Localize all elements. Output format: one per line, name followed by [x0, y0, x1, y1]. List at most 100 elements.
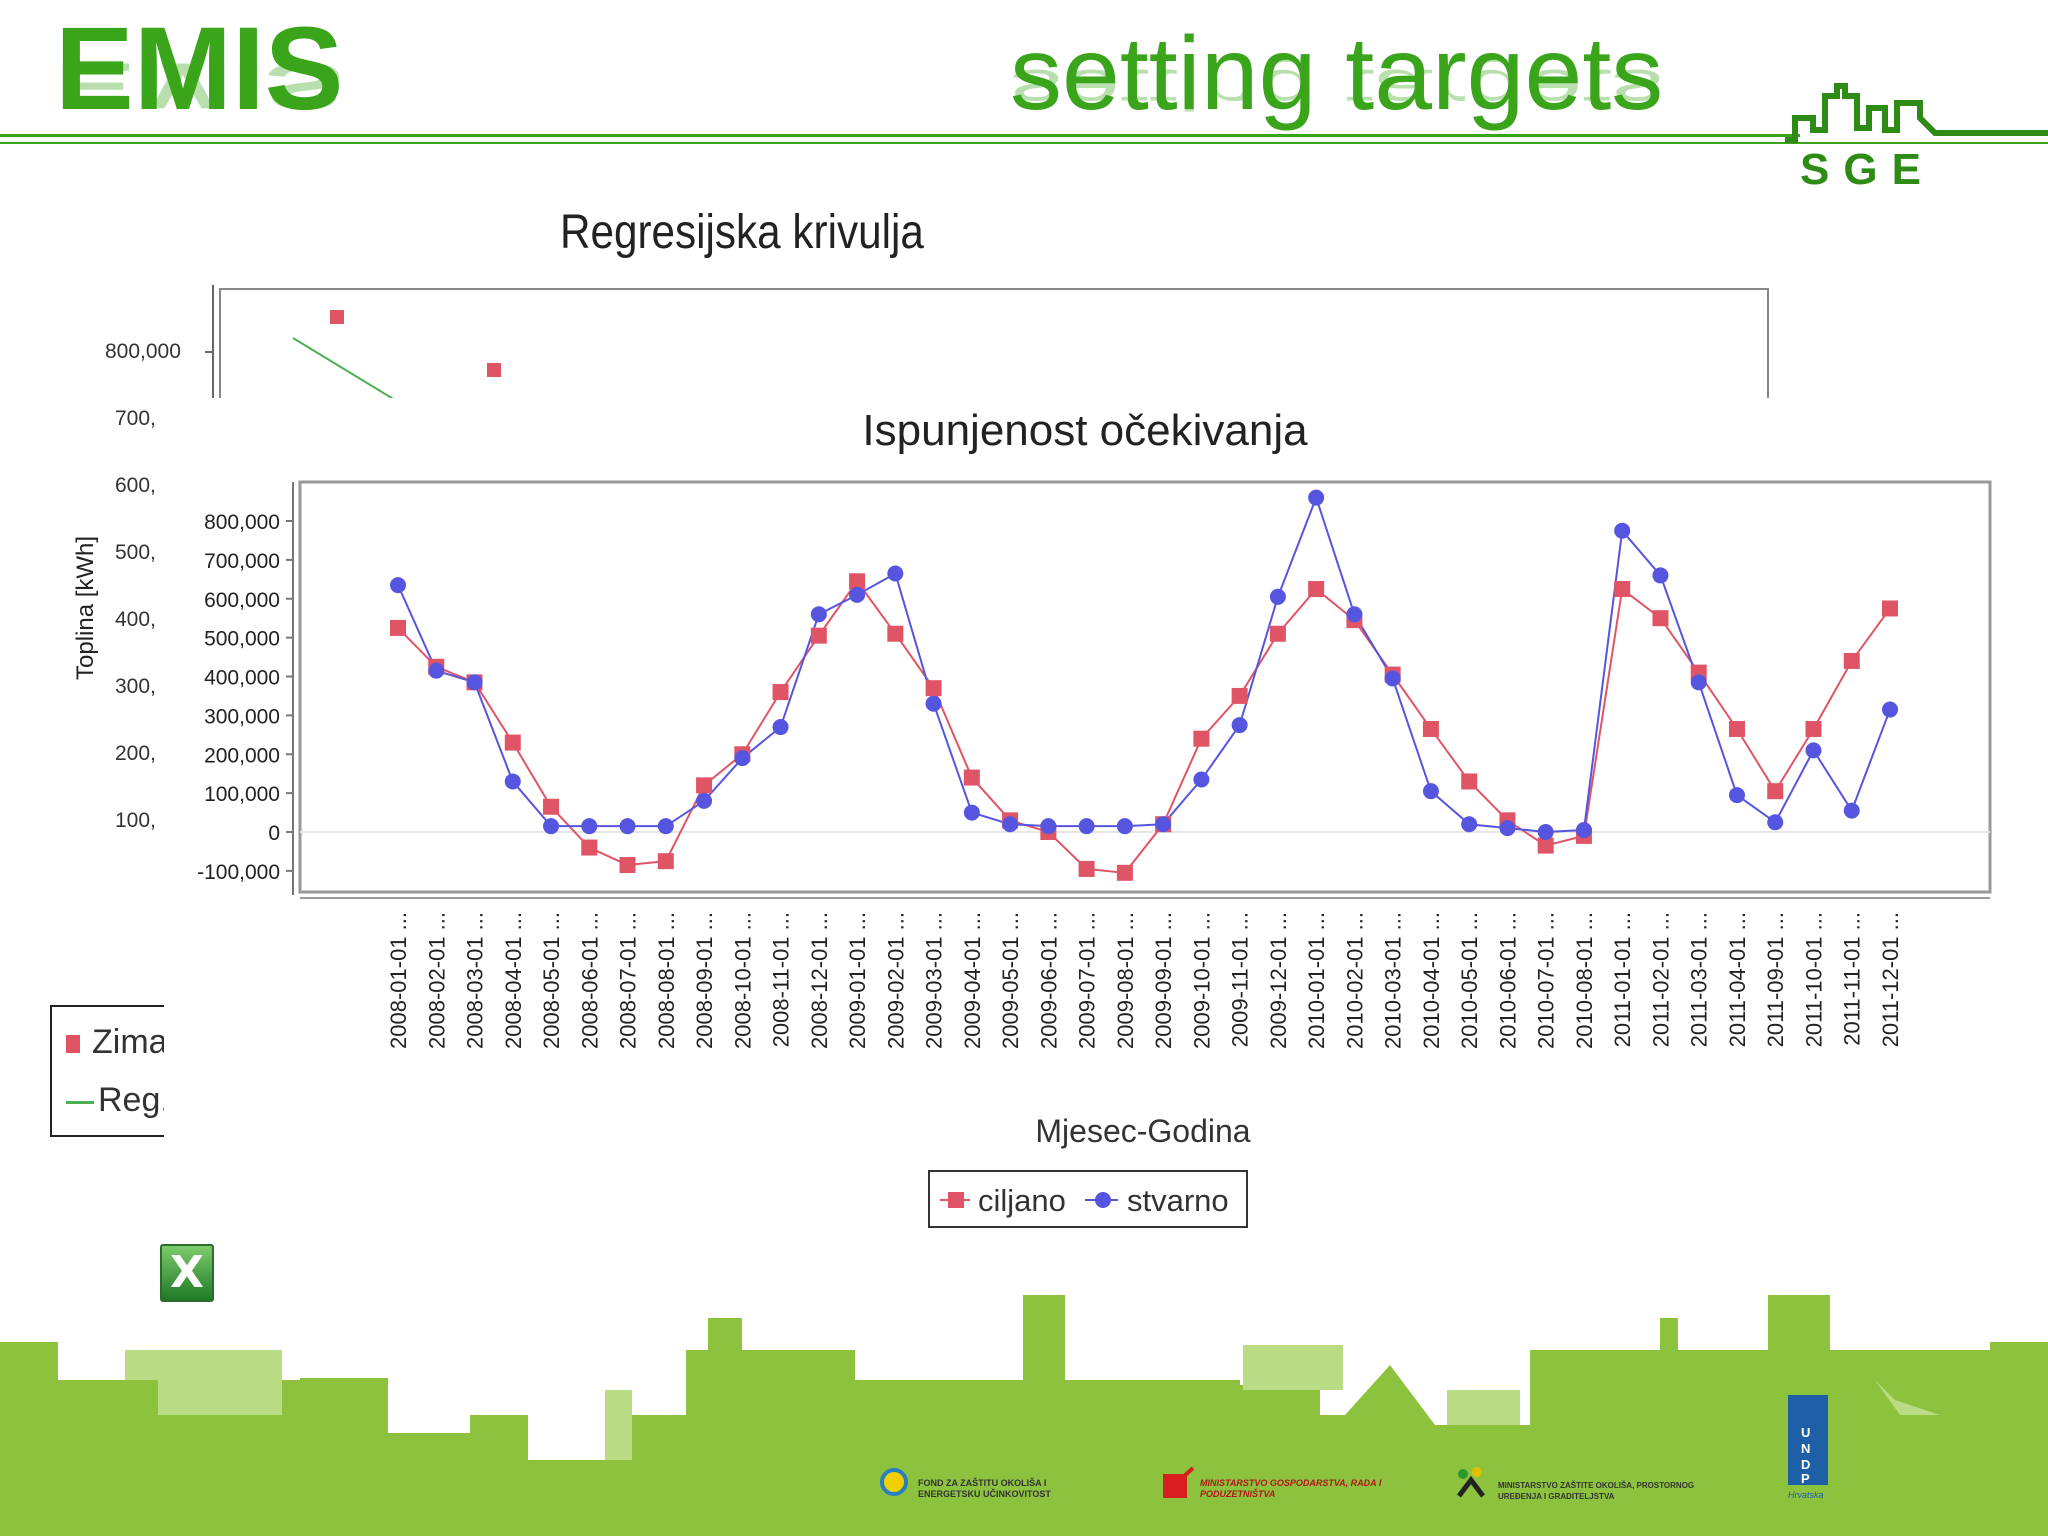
bg-ytick-800000: 800,000 — [105, 340, 181, 363]
x-tick-label: 2008-04-01 ... — [501, 912, 526, 1049]
zima-point — [330, 310, 344, 324]
slide-title: setting targets — [1010, 16, 1664, 132]
y-tick-label: 400,000 — [204, 667, 280, 690]
data-point-stvarno — [1499, 820, 1516, 837]
data-point-ciljano — [1728, 720, 1745, 737]
bg-ytick: 600, — [115, 474, 156, 497]
sponsor-ministry-economy-label: MINISTARSTVO GOSPODARSTVA, RADA I PODUZE… — [1200, 1478, 1382, 1499]
data-point-stvarno — [619, 818, 636, 835]
x-tick-label: 2010-03-01 ... — [1381, 912, 1406, 1049]
data-point-ciljano — [1882, 600, 1898, 617]
data-point-stvarno — [657, 818, 674, 835]
x-tick-label: 2011-02-01 ... — [1648, 912, 1673, 1047]
ministry-environment-logo-icon — [1457, 1467, 1485, 1498]
x-tick-label: 2011-03-01 ... — [1687, 912, 1712, 1047]
bg-ytick: 300, — [115, 675, 156, 698]
background-chart-frame — [205, 285, 1769, 400]
legend-label-stvarno: stvarno — [1127, 1183, 1229, 1218]
y-tick-label: 700,000 — [204, 550, 280, 573]
data-point-stvarno — [1805, 742, 1822, 759]
data-point-ciljano — [390, 619, 406, 636]
legend-marker-stvarno — [1095, 1192, 1111, 1208]
x-tick-label: 2009-12-01 ... — [1266, 912, 1291, 1049]
data-point-stvarno — [1614, 522, 1631, 539]
data-point-ciljano — [619, 857, 636, 874]
x-tick-label: 2009-02-01 ... — [883, 912, 908, 1049]
y-tick-label: -100,000 — [197, 861, 280, 884]
y-tick-label: 0 — [268, 822, 280, 845]
data-point-stvarno — [1882, 701, 1898, 718]
data-point-stvarno — [390, 577, 406, 594]
x-tick-label: 2008-02-01 ... — [424, 912, 449, 1049]
data-point-ciljano — [1231, 687, 1248, 704]
legend-label-ciljano: ciljano — [978, 1183, 1066, 1218]
x-tick-label: 2011-11-01 ... — [1840, 912, 1865, 1046]
y-tick-label: 600,000 — [204, 589, 280, 612]
y-tick-label: 300,000 — [204, 705, 280, 728]
x-tick-label: 2008-03-01 ... — [463, 912, 488, 1049]
x-tick-label: 2011-09-01 ... — [1763, 912, 1788, 1047]
data-point-stvarno — [1346, 606, 1363, 623]
data-point-ciljano — [1308, 581, 1325, 598]
x-tick-label: 2009-10-01 ... — [1189, 912, 1214, 1049]
data-point-stvarno — [1231, 717, 1248, 734]
data-point-ciljano — [1193, 730, 1210, 747]
x-tick-label: 2010-06-01 ... — [1495, 912, 1520, 1049]
header-rule-thin — [0, 142, 2048, 144]
square-marker-icon — [66, 1035, 80, 1054]
data-point-stvarno — [1002, 816, 1019, 833]
x-tick-label: 2008-01-01 ... — [386, 912, 411, 1049]
background-chart-title: Regresijska krivulja — [560, 206, 924, 259]
data-point-ciljano — [1078, 860, 1095, 877]
data-point-ciljano — [772, 684, 789, 701]
x-tick-label: 2008-12-01 ... — [807, 912, 832, 1049]
data-point-ciljano — [543, 798, 560, 815]
y-tick-label: 500,000 — [204, 628, 280, 651]
data-point-stvarno — [772, 719, 789, 736]
x-tick-label: 2009-04-01 ... — [960, 912, 985, 1049]
excel-export-icon[interactable]: X — [160, 1244, 214, 1302]
data-point-stvarno — [581, 818, 598, 835]
data-point-stvarno — [1422, 783, 1439, 800]
x-tick-label: 2009-07-01 ... — [1075, 912, 1100, 1049]
legend-item-zima: Zima — [66, 1023, 164, 1062]
data-point-stvarno — [543, 818, 560, 835]
data-point-ciljano — [581, 839, 598, 856]
data-point-ciljano — [963, 769, 980, 786]
data-point-stvarno — [1728, 787, 1745, 804]
x-tick-label: 2008-07-01 ... — [616, 912, 641, 1049]
x-tick-label: 2010-04-01 ... — [1419, 912, 1444, 1049]
x-tick-label: 2008-08-01 ... — [654, 912, 679, 1049]
data-point-ciljano — [887, 625, 904, 642]
data-point-ciljano — [1537, 837, 1554, 854]
data-point-ciljano — [1843, 652, 1860, 669]
data-point-ciljano — [1422, 720, 1439, 737]
data-point-stvarno — [1461, 816, 1478, 833]
legend-marker-ciljano — [948, 1192, 964, 1208]
bg-ytick: 100, — [115, 809, 156, 832]
data-point-stvarno — [849, 586, 866, 603]
undp-sub-label: Hrvatska — [1788, 1490, 1824, 1500]
data-point-ciljano — [810, 627, 827, 644]
data-point-ciljano — [1652, 610, 1669, 627]
x-tick-label: 2009-11-01 ... — [1228, 912, 1253, 1047]
data-point-ciljano — [1614, 581, 1631, 598]
x-axis-label: Mjesec-Godina — [1035, 1113, 1250, 1149]
series-line-stvarno — [397, 494, 1891, 834]
footer-skyline — [0, 1295, 2048, 1536]
x-tick-label: 2009-08-01 ... — [1113, 912, 1138, 1049]
data-point-stvarno — [887, 565, 904, 582]
x-tick-label: 2009-05-01 ... — [998, 912, 1023, 1049]
bg-ytick: 200, — [115, 742, 156, 765]
x-tick-label: 2010-01-01 ... — [1304, 912, 1329, 1049]
data-point-ciljano — [657, 853, 674, 870]
data-point-stvarno — [1652, 567, 1669, 584]
zima-point — [487, 363, 501, 377]
x-tick-label: 2011-12-01 ... — [1878, 912, 1903, 1047]
x-tick-label: 2011-01-01 ... — [1610, 912, 1635, 1047]
data-point-stvarno — [1690, 674, 1707, 691]
x-tick-label: 2008-06-01 ... — [577, 912, 602, 1049]
data-point-ciljano — [1461, 773, 1478, 790]
brand-title: EMIS — [55, 3, 344, 135]
data-point-stvarno — [428, 662, 445, 679]
